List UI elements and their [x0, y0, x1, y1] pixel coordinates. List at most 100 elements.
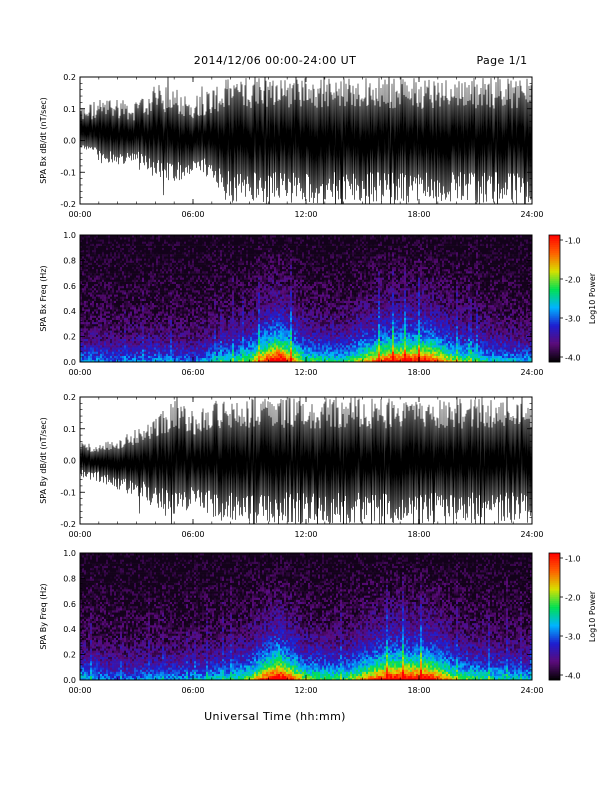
spectrogram-cell	[222, 336, 225, 340]
spectrogram-cell	[118, 345, 121, 348]
spectrogram-cell	[118, 321, 121, 325]
spectrogram-cell	[164, 266, 167, 270]
spectrogram-cell	[98, 302, 101, 306]
spectrogram-cell	[108, 264, 111, 268]
spectrogram-cell	[108, 249, 111, 253]
spectrogram-cell	[134, 254, 137, 257]
spectrogram-cell	[212, 347, 215, 350]
spectrogram-cell	[132, 359, 135, 362]
spectrogram-cell	[84, 285, 87, 289]
spectrogram-cell	[150, 260, 153, 263]
spectrogram-cell	[220, 349, 223, 352]
spectrogram-cell	[84, 334, 87, 337]
spectrogram-cell	[236, 298, 239, 301]
spectrogram-cell	[104, 254, 107, 257]
spectrogram-cell	[232, 237, 235, 240]
spectrogram-cell	[232, 321, 235, 325]
spectrogram-cell	[234, 336, 237, 340]
spectrogram-cell	[198, 241, 201, 244]
spectrogram-cell	[218, 270, 221, 274]
spectrogram-cell	[80, 323, 83, 327]
spectrogram-cell	[200, 270, 203, 274]
spectrogram-cell	[222, 313, 225, 316]
spectrogram-cell	[92, 273, 95, 276]
spectrogram-cell	[138, 294, 141, 297]
spectrogram-cell	[166, 262, 169, 265]
spectrogram-cell	[94, 245, 97, 248]
spectrogram-cell	[112, 311, 115, 314]
spectrogram-cell	[92, 268, 95, 272]
spectrogram-cell	[90, 279, 93, 282]
spectrogram-cell	[182, 338, 185, 342]
spectrogram-cell	[86, 273, 89, 276]
spectrogram-cell	[182, 277, 185, 280]
spectrogram-cell	[192, 313, 195, 316]
spectrogram-cell	[216, 287, 219, 291]
spectrogram-cell	[96, 277, 99, 280]
spectrogram-cell	[234, 296, 237, 299]
spectrogram-cell	[222, 287, 225, 291]
spectrogram-cell	[142, 317, 145, 320]
spectrogram-cell	[188, 249, 191, 253]
spectrogram-cell	[128, 287, 131, 291]
spectrogram-cell	[144, 317, 147, 320]
spectrogram-cell	[212, 323, 215, 327]
spectrogram-cell	[168, 275, 171, 278]
spectrogram-cell	[124, 281, 127, 284]
spectrogram-cell	[174, 321, 177, 325]
spectrogram-cell	[172, 313, 175, 316]
spectrogram-cell	[144, 237, 147, 240]
spectrogram-cell	[136, 302, 139, 306]
spectrogram-cell	[92, 243, 95, 246]
spectrogram-cell	[200, 254, 203, 257]
spectrogram-cell	[170, 254, 173, 257]
spectrogram-cell	[90, 268, 93, 272]
spectrogram-cell	[204, 315, 207, 318]
spectrogram-cell	[204, 328, 207, 331]
spectrogram-cell	[176, 273, 179, 276]
spectrogram-cell	[240, 287, 243, 291]
spectrogram-cell	[158, 275, 161, 278]
spectrogram-cell	[150, 349, 153, 352]
spectrogram-cell	[148, 254, 151, 257]
spectrogram-cell	[206, 235, 209, 238]
page-indicator: Page 1/1	[476, 54, 527, 67]
spectrogram-cell	[106, 357, 109, 361]
spectrogram-cell	[226, 347, 229, 350]
spectrogram-cell	[140, 336, 143, 340]
spectrogram-cell	[90, 292, 93, 295]
spectrogram-cell	[178, 249, 181, 253]
spectrogram-cell	[100, 256, 103, 259]
spectrogram-cell	[212, 357, 215, 361]
spectrogram-cell	[136, 359, 139, 362]
spectrogram-cell	[218, 330, 221, 333]
spectrogram-cell	[158, 258, 161, 261]
spectrogram-cell	[158, 300, 161, 304]
spectrogram-cell	[236, 249, 239, 253]
spectrogram-cell	[210, 334, 213, 337]
spectrogram-cell	[220, 258, 223, 261]
spectrogram-cell	[230, 251, 233, 255]
spectrogram-cell	[80, 294, 83, 297]
spectrogram-cell	[216, 351, 219, 354]
spectrogram-cell	[224, 260, 227, 263]
spectrogram-cell	[178, 321, 181, 325]
spectrogram-cell	[80, 317, 83, 320]
spectrogram-cell	[170, 319, 173, 323]
spectrogram-cell	[88, 266, 91, 270]
spectrogram-cell	[138, 355, 141, 359]
spectrogram-cell	[230, 351, 233, 354]
spectrogram-cell	[204, 281, 207, 284]
spectrogram-cell	[186, 262, 189, 265]
spectrogram-cell	[172, 332, 175, 335]
spectrogram-cell	[110, 349, 113, 352]
spectrogram-cell	[212, 319, 215, 323]
spectrogram-cell	[140, 268, 143, 272]
spectrogram-cell	[188, 338, 191, 342]
spectrogram-cell	[222, 273, 225, 276]
spectrogram-cell	[142, 294, 145, 297]
spectrogram-cell	[146, 353, 149, 356]
spectrogram-cell	[94, 258, 97, 261]
spectrogram-cell	[156, 349, 159, 352]
spectrogram-cell	[212, 251, 215, 255]
